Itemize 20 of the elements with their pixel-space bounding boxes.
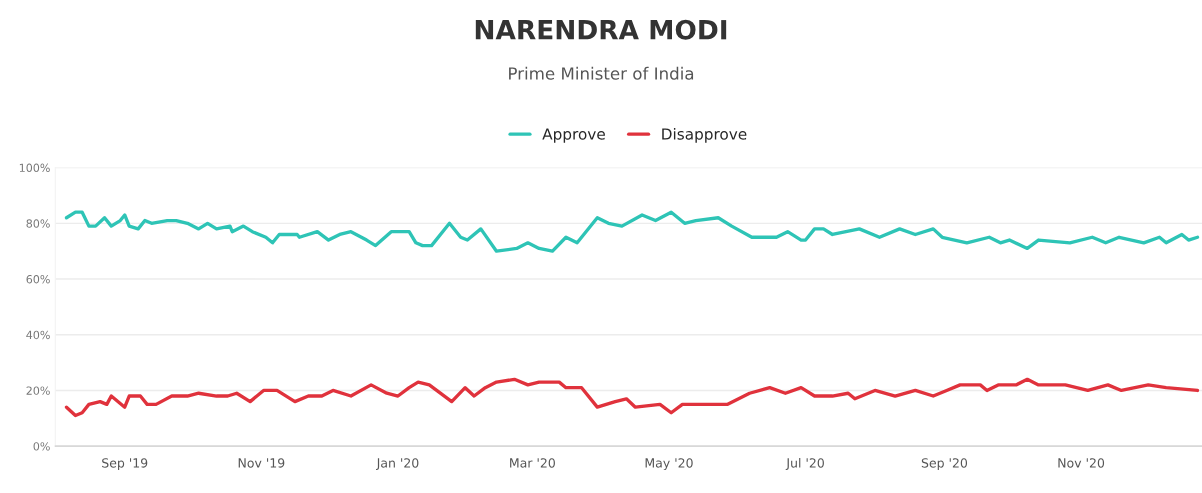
x-tick-label: Jan '20 [376,458,419,470]
y-tick-label: 100% [19,163,50,172]
x-tick-label: Mar '20 [510,458,555,468]
line-series [64,210,1200,253]
legend-label: Disapprove [662,127,747,143]
x-tick-label: Nov '20 [1058,458,1105,468]
x-tick-label: Jul '20 [785,457,824,470]
chart-title: NARENDRA MODI [475,19,727,40]
y-tick-label: 80% [26,219,50,228]
y-tick-label: 20% [26,386,50,395]
legend-label: Approve [542,128,605,143]
y-tick-label: 40% [26,330,50,340]
y-tick-label: 0% [33,442,50,451]
x-tick-label: Sep '19 [102,458,148,471]
line-series [64,377,1200,418]
x-tick-label: May '20 [645,458,693,471]
x-tick-label: Nov '19 [238,458,285,468]
chart-subtitle: Prime Minister of India [509,66,694,80]
x-tick-label: Sep '20 [921,458,968,471]
y-tick-label: 60% [26,275,50,284]
